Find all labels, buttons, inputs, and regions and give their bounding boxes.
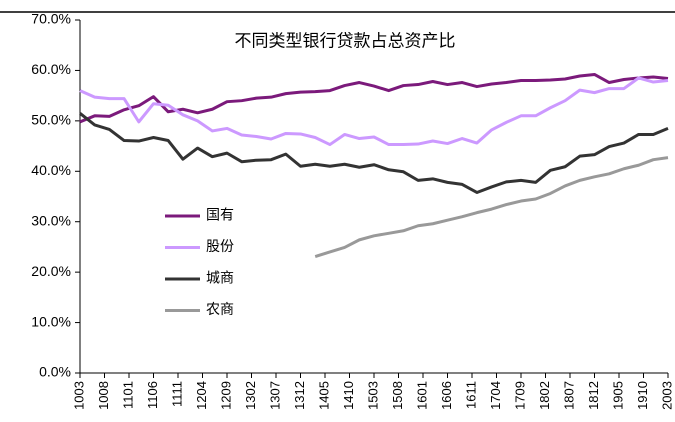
x-tick-label: 1209 (218, 381, 233, 410)
x-tick-label: 1601 (414, 381, 429, 410)
x-tick-label: 1606 (439, 381, 454, 410)
y-tick-label: 10.0% (31, 313, 71, 329)
legend-label: 国有 (206, 207, 234, 223)
x-tick-label: 1709 (512, 381, 527, 410)
x-tick-label: 1307 (267, 381, 282, 410)
x-tick-label: 1405 (316, 381, 331, 410)
x-tick-label: 1503 (365, 381, 380, 410)
series-line (79, 72, 669, 124)
x-tick-label: 1312 (292, 381, 307, 410)
x-tick-label: 1704 (488, 381, 503, 410)
x-tick-label: 1204 (194, 381, 209, 410)
legend-label: 股份 (206, 238, 234, 254)
y-tick-label: 40.0% (31, 162, 71, 178)
series-line (314, 156, 669, 258)
x-tick-label: 1111 (169, 381, 184, 407)
x-tick-label: 1106 (145, 381, 160, 409)
x-tick-label: 1807 (561, 381, 576, 410)
series-line (79, 112, 669, 194)
legend-label: 城商 (206, 270, 234, 286)
x-tick-label: 1802 (537, 381, 552, 410)
legend-label: 农商 (206, 301, 234, 317)
y-tick-label: 50.0% (31, 112, 71, 128)
y-tick-label: 30.0% (31, 212, 71, 228)
x-tick-label: 1008 (96, 381, 111, 410)
x-tick-label: 1410 (341, 381, 356, 410)
x-tick-label: 1302 (243, 381, 258, 410)
chart-title: 不同类型银行贷款占总资产比 (235, 31, 456, 50)
x-tick-label: 1101 (120, 381, 135, 409)
x-tick-label: 1905 (610, 381, 625, 410)
y-tick-label: 70.0% (31, 11, 71, 27)
x-tick-label: 1910 (635, 381, 650, 410)
x-tick-label: 1508 (390, 381, 405, 410)
x-tick-label: 2003 (659, 381, 674, 410)
x-tick-label: 1003 (71, 381, 86, 410)
y-tick-label: 60.0% (31, 61, 71, 77)
y-tick-label: 0.0% (39, 364, 71, 380)
x-tick-label: 1812 (586, 381, 601, 410)
y-tick-label: 20.0% (31, 263, 71, 279)
series-line (79, 76, 669, 147)
x-tick-label: 1611 (463, 381, 478, 409)
